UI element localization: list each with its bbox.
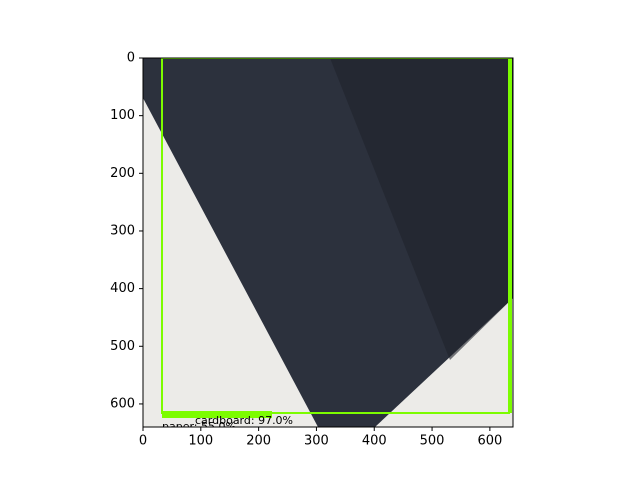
photo [143, 58, 513, 427]
x-tick-label: 300 [304, 434, 329, 449]
y-tick-label: 500 [110, 339, 135, 354]
detection-label: paper: 55.0% [162, 420, 236, 433]
y-tick-label: 600 [110, 396, 135, 411]
axes-frame [142, 57, 514, 428]
x-tick-label: 0 [139, 434, 147, 449]
y-tick-label: 300 [110, 223, 135, 238]
x-tick-label: 100 [188, 434, 213, 449]
x-tick-label: 500 [420, 434, 445, 449]
box [161, 58, 510, 414]
x-tick-label: 400 [362, 434, 387, 449]
y-tick-label: 400 [110, 281, 135, 296]
x-tick-label: 600 [477, 434, 502, 449]
y-tick-label: 100 [110, 108, 135, 123]
label-bar [162, 411, 272, 418]
x-tick-label: 200 [246, 434, 271, 449]
shadow [330, 58, 513, 360]
y-tick-label: 200 [110, 166, 135, 181]
y-tick-label: 0 [127, 51, 135, 66]
detection-label: cardboard: 97.0% [195, 414, 293, 427]
detections: cardboard: 97.0% paper: 55.0% [161, 58, 512, 433]
